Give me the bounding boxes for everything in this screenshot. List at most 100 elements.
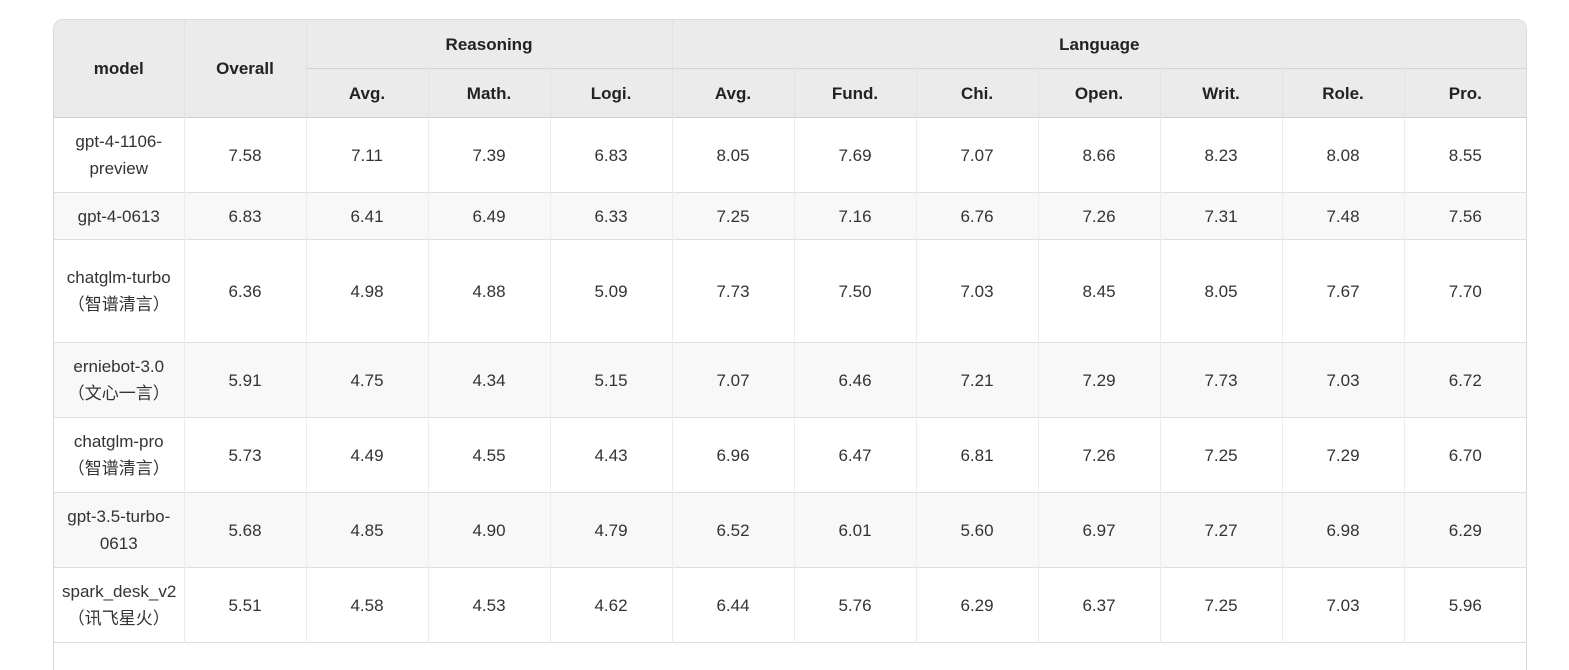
- model-name-cell: spark_desk_v2（讯飞星火）: [54, 567, 185, 643]
- header-reasoning-group: Reasoning: [306, 20, 673, 69]
- score-cell: 6.47: [794, 417, 917, 493]
- header-reasoning-math: Math.: [428, 68, 551, 118]
- score-cell: 5.76: [794, 567, 917, 643]
- score-cell: 4.98: [306, 239, 429, 343]
- header-language-role: Role.: [1282, 68, 1405, 118]
- score-cell: 4.55: [428, 417, 551, 493]
- score-cell: 5.09: [550, 239, 673, 343]
- score-cell: 7.11: [306, 117, 429, 193]
- score-cell: 4.85: [306, 492, 429, 568]
- score-cell: 4.58: [306, 567, 429, 643]
- score-cell: 6.70: [1448, 445, 1482, 465]
- score-cell: 5.96: [1448, 595, 1482, 615]
- score-cell: 7.03: [916, 239, 1039, 343]
- score-cell: 8.55: [1448, 145, 1482, 165]
- results-table-container: model Overall Reasoning Language Avg. Ma…: [53, 19, 1527, 670]
- score-cell: 7.67: [1282, 239, 1405, 343]
- overall-cell: 6.83: [184, 192, 307, 240]
- score-cell: 6.29: [1448, 520, 1482, 540]
- score-cell: 6.49: [428, 192, 551, 240]
- table-header: model Overall Reasoning Language Avg. Ma…: [54, 20, 1526, 118]
- score-cell: 7.25: [1160, 567, 1283, 643]
- score-cell: 7.31: [1160, 192, 1283, 240]
- overall-cell: 5.73: [184, 417, 307, 493]
- header-language-writ: Writ.: [1160, 68, 1283, 118]
- score-cell: 6.83: [550, 117, 673, 193]
- model-name-cell: erniebot-3.0（文心一言）: [54, 342, 185, 418]
- header-language-chi: Chi.: [916, 68, 1039, 118]
- score-cell: 7.03: [1282, 342, 1405, 418]
- score-cell: 5.60: [916, 492, 1039, 568]
- table-row: gpt-4-0613 6.83 6.41 6.49 6.33 7.25 7.16…: [54, 192, 1526, 240]
- score-cell: 6.44: [672, 567, 795, 643]
- score-cell: 8.05: [1160, 239, 1283, 343]
- score-cell: 7.50: [794, 239, 917, 343]
- header-model: model: [54, 20, 185, 118]
- score-cell: 7.25: [672, 192, 795, 240]
- score-cell: 8.66: [1038, 117, 1161, 193]
- score-cell: 7.21: [916, 342, 1039, 418]
- score-cell: 7.56: [1448, 206, 1482, 226]
- score-cell: 7.25: [1160, 417, 1283, 493]
- score-cell: 6.76: [916, 192, 1039, 240]
- score-cell: 7.07: [916, 117, 1039, 193]
- score-cell: 5.15: [550, 342, 673, 418]
- results-table: model Overall Reasoning Language Avg. Ma…: [54, 20, 1526, 643]
- score-cell: 7.29: [1038, 342, 1161, 418]
- score-cell: 4.62: [550, 567, 673, 643]
- score-cell: 6.96: [672, 417, 795, 493]
- table-row: chatglm-turbo（智谱清言） 6.36 4.98 4.88 5.09 …: [54, 239, 1526, 343]
- score-cell: 7.16: [794, 192, 917, 240]
- overall-cell: 5.91: [184, 342, 307, 418]
- table-row: gpt-4-1106-preview 7.58 7.11 7.39 6.83 8…: [54, 117, 1526, 193]
- header-language-open: Open.: [1038, 68, 1161, 118]
- header-language-group: Language: [672, 20, 1526, 69]
- table-row: gpt-3.5-turbo-0613 5.68 4.85 4.90 4.79 6…: [54, 492, 1526, 568]
- score-cell: 6.46: [794, 342, 917, 418]
- score-cell: 4.34: [428, 342, 551, 418]
- model-name-cell: gpt-4-1106-preview: [54, 117, 185, 193]
- score-cell: 7.70: [1448, 281, 1482, 301]
- overall-cell: 6.36: [184, 239, 307, 343]
- score-cell: 6.98: [1282, 492, 1405, 568]
- overall-cell: 5.68: [184, 492, 307, 568]
- score-cell: 7.07: [672, 342, 795, 418]
- table-body: gpt-4-1106-preview 7.58 7.11 7.39 6.83 8…: [54, 117, 1526, 643]
- score-cell: 6.97: [1038, 492, 1161, 568]
- score-cell: 6.81: [916, 417, 1039, 493]
- overall-cell: 7.58: [184, 117, 307, 193]
- header-language-pro: Pro.: [1404, 68, 1526, 118]
- score-cell: 6.52: [672, 492, 795, 568]
- score-cell: 4.90: [428, 492, 551, 568]
- score-cell: 7.69: [794, 117, 917, 193]
- score-cell: 7.03: [1282, 567, 1405, 643]
- score-cell: 6.72: [1448, 370, 1482, 390]
- score-cell: 4.53: [428, 567, 551, 643]
- score-cell: 7.73: [1160, 342, 1283, 418]
- score-cell: 4.75: [306, 342, 429, 418]
- model-name-cell: chatglm-pro（智谱清言）: [54, 417, 185, 493]
- score-cell: 7.73: [672, 239, 795, 343]
- score-cell: 6.01: [794, 492, 917, 568]
- score-cell: 7.48: [1282, 192, 1405, 240]
- score-cell: 4.79: [550, 492, 673, 568]
- score-cell: 8.45: [1038, 239, 1161, 343]
- score-cell: 8.05: [672, 117, 795, 193]
- score-cell: 7.39: [428, 117, 551, 193]
- score-cell: 4.43: [550, 417, 673, 493]
- model-name-cell: gpt-3.5-turbo-0613: [54, 492, 185, 568]
- score-cell: 6.29: [916, 567, 1039, 643]
- table-row: chatglm-pro（智谱清言） 5.73 4.49 4.55 4.43 6.…: [54, 417, 1526, 493]
- table-row: erniebot-3.0（文心一言） 5.91 4.75 4.34 5.15 7…: [54, 342, 1526, 418]
- header-language-fund: Fund.: [794, 68, 917, 118]
- header-language-avg: Avg.: [672, 68, 795, 118]
- score-cell: 7.26: [1038, 417, 1161, 493]
- model-name-cell: chatglm-turbo（智谱清言）: [54, 239, 185, 343]
- header-overall: Overall: [184, 20, 307, 118]
- score-cell: 7.29: [1282, 417, 1405, 493]
- score-cell: 6.41: [306, 192, 429, 240]
- table-row: spark_desk_v2（讯飞星火） 5.51 4.58 4.53 4.62 …: [54, 567, 1526, 643]
- score-cell: 4.49: [306, 417, 429, 493]
- score-cell: 6.37: [1038, 567, 1161, 643]
- overall-cell: 5.51: [184, 567, 307, 643]
